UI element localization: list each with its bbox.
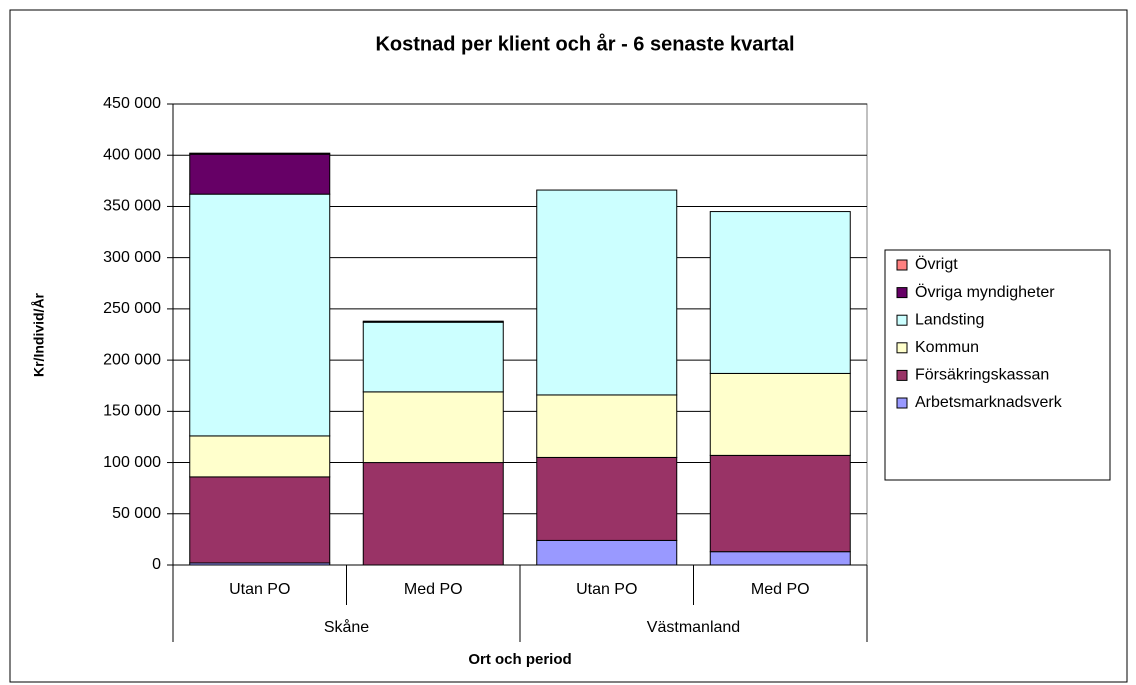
group-label: Västmanland (647, 619, 740, 636)
legend-swatch (896, 369, 908, 381)
x-tick-label: Utan PO (576, 581, 637, 598)
group-label: Skåne (324, 618, 369, 636)
legend-swatch (896, 342, 908, 354)
legend-label: Kommun (915, 339, 979, 356)
x-tick-label: Med PO (751, 581, 810, 598)
y-tick-label: 0 (152, 556, 161, 573)
chart-title: Kostnad per klient och år - 6 senaste kv… (375, 32, 794, 55)
y-tick-label: 150 000 (103, 403, 161, 420)
x-axis-label: Ort och period (468, 651, 571, 668)
y-tick-label: 400 000 (103, 146, 161, 163)
x-tick-label: Med PO (404, 581, 463, 598)
y-tick-label: 250 000 (103, 300, 161, 317)
legend-swatch (896, 314, 908, 326)
y-tick-label: 100 000 (103, 454, 161, 471)
bar-segment (362, 321, 504, 393)
bar-segment (189, 435, 331, 478)
legend-swatch (896, 397, 908, 409)
y-axis-label: Kr/Individ/År (31, 292, 47, 377)
bar-segment (362, 320, 504, 323)
legend-label: Övrigt (915, 255, 958, 273)
legend-box (884, 249, 1111, 481)
legend-label: Landsting (915, 311, 984, 328)
y-tick-label: 300 000 (103, 249, 161, 266)
legend-label: Arbetsmarknadsverk (915, 394, 1063, 411)
bar-segment (189, 476, 331, 564)
y-tick-label: 450 000 (103, 95, 161, 112)
bar-segment (536, 539, 678, 566)
legend-label: Övriga myndigheter (915, 283, 1055, 301)
bar-segment (709, 372, 851, 456)
y-tick-label: 200 000 (103, 351, 161, 368)
bar-segment (709, 211, 851, 374)
y-tick-label: 50 000 (112, 505, 161, 522)
y-tick-label: 350 000 (103, 198, 161, 215)
bar-segment (362, 391, 504, 464)
legend-label: Försäkringskassan (915, 367, 1049, 384)
legend-swatch (896, 287, 908, 299)
bar-segment (536, 456, 678, 541)
bar-segment (536, 189, 678, 396)
bar-segment (362, 462, 504, 566)
bar-segment (189, 152, 331, 155)
bar-segment (709, 551, 851, 566)
bar-segment (709, 454, 851, 553)
legend-swatch (896, 259, 908, 271)
bar-segment (189, 153, 331, 195)
bar-segment (536, 394, 678, 458)
x-tick-label: Utan PO (229, 581, 290, 598)
bar-segment (189, 193, 331, 437)
